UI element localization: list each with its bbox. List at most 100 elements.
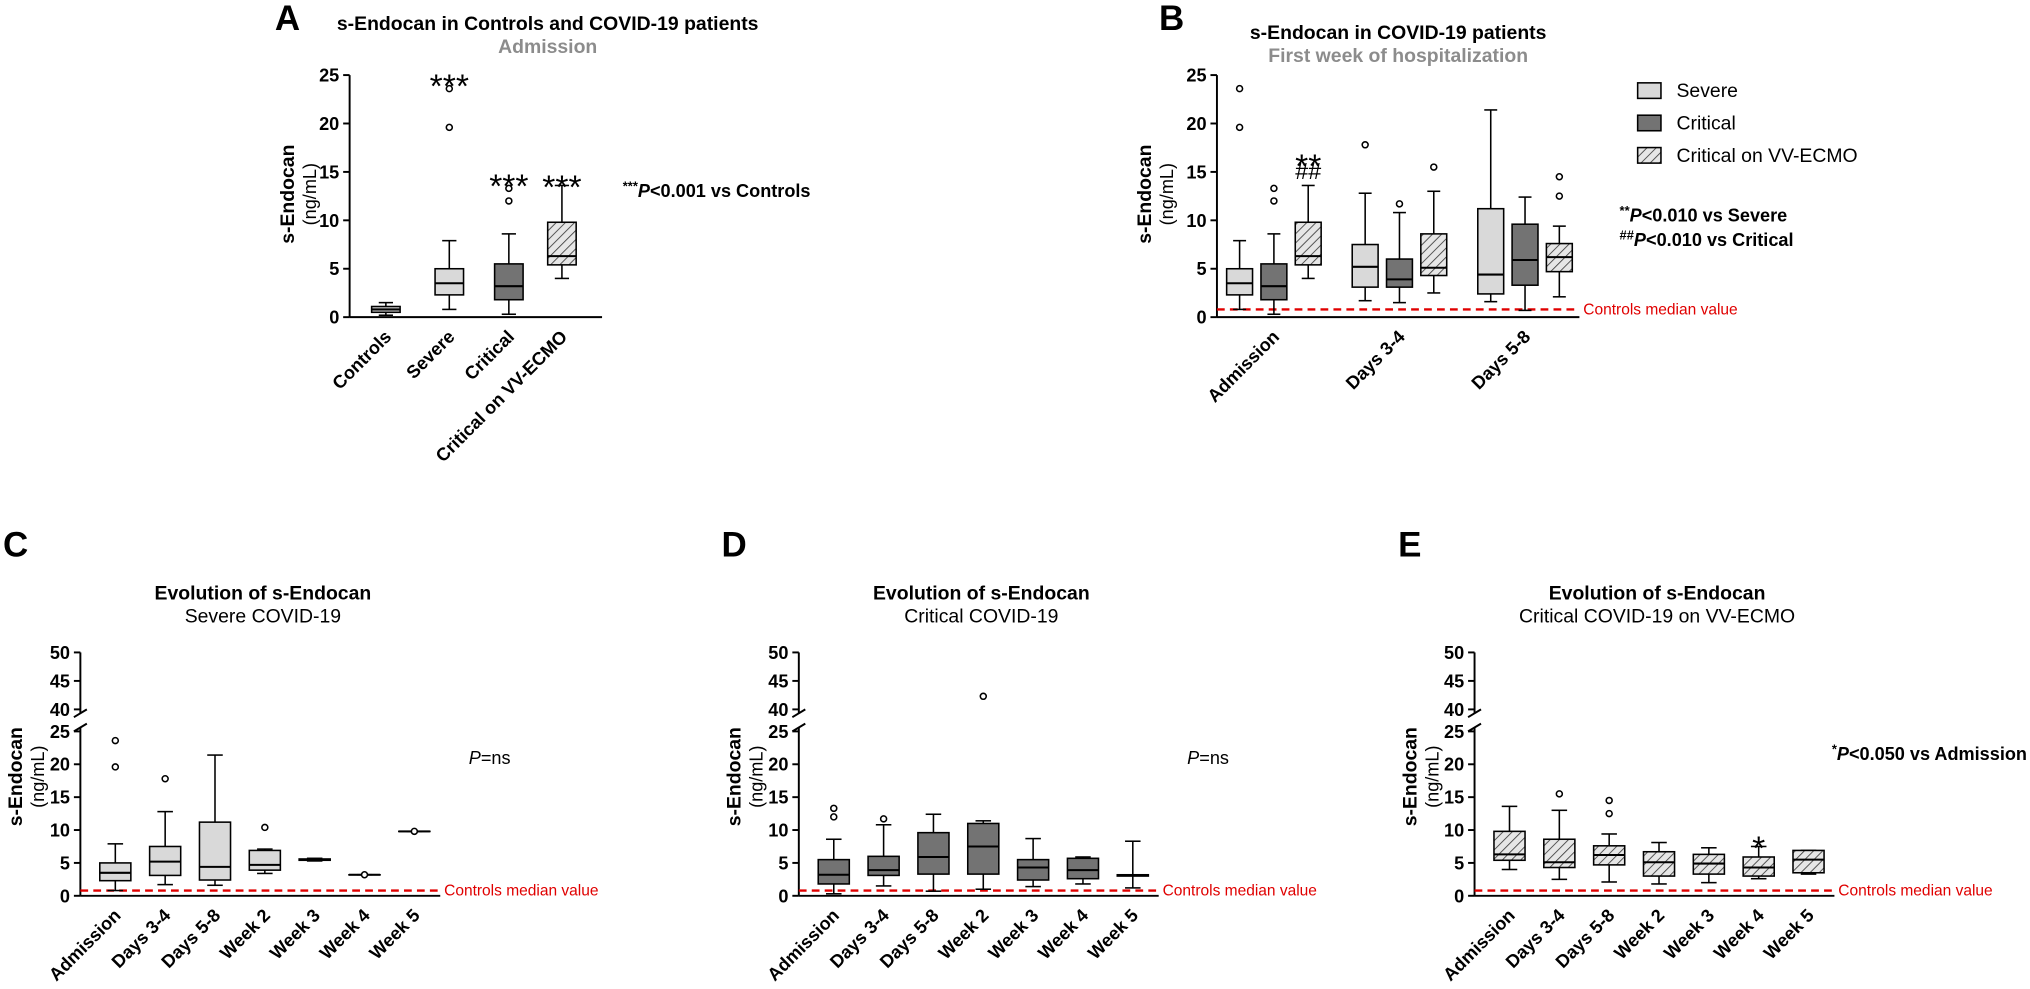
y-tick-label: 20 — [1444, 755, 1464, 775]
y-tick-label: 20 — [1186, 114, 1206, 134]
x-tick-label: Week 4 — [1710, 905, 1768, 963]
box — [1066, 857, 1100, 880]
box — [1493, 830, 1526, 862]
y-tick-label: 0 — [1454, 886, 1464, 906]
outlier — [830, 813, 838, 821]
box — [1016, 858, 1050, 881]
panel-letter: A — [275, 0, 300, 38]
y-tick-label: 45 — [50, 671, 70, 691]
legend-label: Critical on VV-ECMO — [1676, 145, 1857, 167]
y-axis-label: s-Endocan — [5, 727, 27, 826]
x-tick-label: Week 4 — [1034, 905, 1092, 963]
y-tick-label: 15 — [768, 788, 788, 808]
y-tick-label: 50 — [50, 643, 70, 663]
note-italic: P — [638, 181, 651, 201]
chart-subtitle: Critical COVID-19 on VV-ECMO — [1519, 606, 1795, 628]
legend-swatch — [1636, 146, 1662, 164]
chart-subtitle: First week of hospitalization — [1268, 45, 1528, 67]
outlier — [445, 84, 454, 93]
outlier — [1395, 200, 1404, 208]
y-axis-label: s-Endocan — [724, 727, 746, 826]
y-axis-label: s-Endocan — [1399, 727, 1421, 826]
outlier — [1270, 184, 1278, 193]
x-tick-label: Severe — [402, 327, 458, 383]
note-italic: P — [469, 748, 481, 768]
box — [248, 849, 282, 871]
outlier — [979, 692, 988, 701]
significance-mark: * — [1752, 830, 1765, 867]
axis-break — [791, 708, 806, 718]
box — [1225, 267, 1254, 296]
y-tick-label: 25 — [1444, 722, 1464, 742]
legend-label: Critical — [1676, 112, 1735, 134]
note-superscript: ** — [1620, 203, 1631, 218]
note-text: <0.010 vs Severe — [1642, 205, 1788, 225]
outlier — [830, 804, 838, 813]
y-tick-label: 15 — [319, 162, 339, 182]
box — [546, 221, 577, 266]
box — [434, 267, 465, 296]
y-tick-label: 40 — [768, 700, 788, 720]
y-axis-unit: (ng/mL) — [300, 163, 320, 225]
x-tick-label: Week 3 — [266, 905, 324, 963]
box — [1511, 223, 1539, 286]
note-text: <0.010 vs Critical — [1646, 230, 1794, 250]
outlier — [410, 827, 419, 836]
box — [1385, 258, 1414, 288]
x-tick-label: Week 2 — [216, 905, 274, 963]
x-tick-label: Admission — [1439, 905, 1519, 985]
x-tick-label: Week 3 — [984, 905, 1042, 963]
x-tick-label: Controls — [328, 327, 395, 394]
y-tick-label: 10 — [1444, 821, 1464, 841]
significance-mark: *** — [489, 168, 528, 205]
box — [917, 831, 950, 875]
chart-title: s-Endocan in COVID-19 patients — [1250, 22, 1547, 44]
chart-title: Evolution of s-Endocan — [873, 582, 1090, 604]
y-tick-label: 40 — [1444, 700, 1464, 720]
y-tick-label: 0 — [329, 308, 339, 328]
y-tick-label: 50 — [1444, 643, 1464, 663]
note-text: =ns — [481, 748, 511, 768]
chart-subtitle: Severe COVID-19 — [185, 606, 341, 628]
box — [817, 858, 851, 885]
outlier — [360, 870, 369, 879]
box — [1477, 207, 1505, 295]
chart-title: Evolution of s-Endocan — [1549, 582, 1766, 604]
note-superscript: *** — [623, 178, 639, 193]
significance-mark: *** — [430, 69, 469, 106]
box — [1642, 850, 1676, 877]
legend-label: Severe — [1676, 80, 1737, 102]
x-tick-label: Admission — [763, 905, 843, 985]
box — [493, 263, 524, 301]
reference-label: Controls median value — [1838, 883, 1992, 900]
legend-swatch — [1636, 82, 1662, 100]
stat-note: *P<0.050 vs Admission — [1832, 741, 2027, 763]
legend-swatch — [1636, 114, 1662, 132]
note-italic: P — [1837, 744, 1850, 764]
significance-mark: *** — [542, 169, 581, 206]
y-tick-label: 50 — [768, 643, 788, 663]
y-tick-label: 15 — [1444, 788, 1464, 808]
y-tick-label: 5 — [1197, 259, 1207, 279]
box — [1792, 849, 1825, 874]
box — [1260, 263, 1288, 301]
outlier — [1430, 163, 1438, 171]
note-italic: P — [1187, 748, 1199, 768]
outlier — [111, 763, 120, 771]
panel-letter: B — [1159, 0, 1184, 38]
y-tick-label: 20 — [768, 755, 788, 775]
x-tick-label: Week 4 — [316, 905, 374, 963]
significance-mark: ## — [1295, 158, 1321, 184]
y-axis-unit: (ng/mL) — [1157, 163, 1177, 225]
outlier — [879, 815, 888, 823]
stat-note: P=ns — [1187, 748, 1229, 768]
reference-label: Controls median value — [1163, 883, 1317, 900]
stat-note: ***P<0.001 vs Controls — [623, 178, 811, 200]
reference-label: Controls median value — [444, 883, 598, 900]
y-axis-unit: (ng/mL) — [747, 745, 767, 807]
y-tick-label: 25 — [768, 722, 788, 742]
reference-label: Controls median value — [1583, 302, 1737, 319]
chart-subtitle: Critical COVID-19 — [904, 606, 1058, 628]
note-superscript: * — [1832, 741, 1838, 756]
